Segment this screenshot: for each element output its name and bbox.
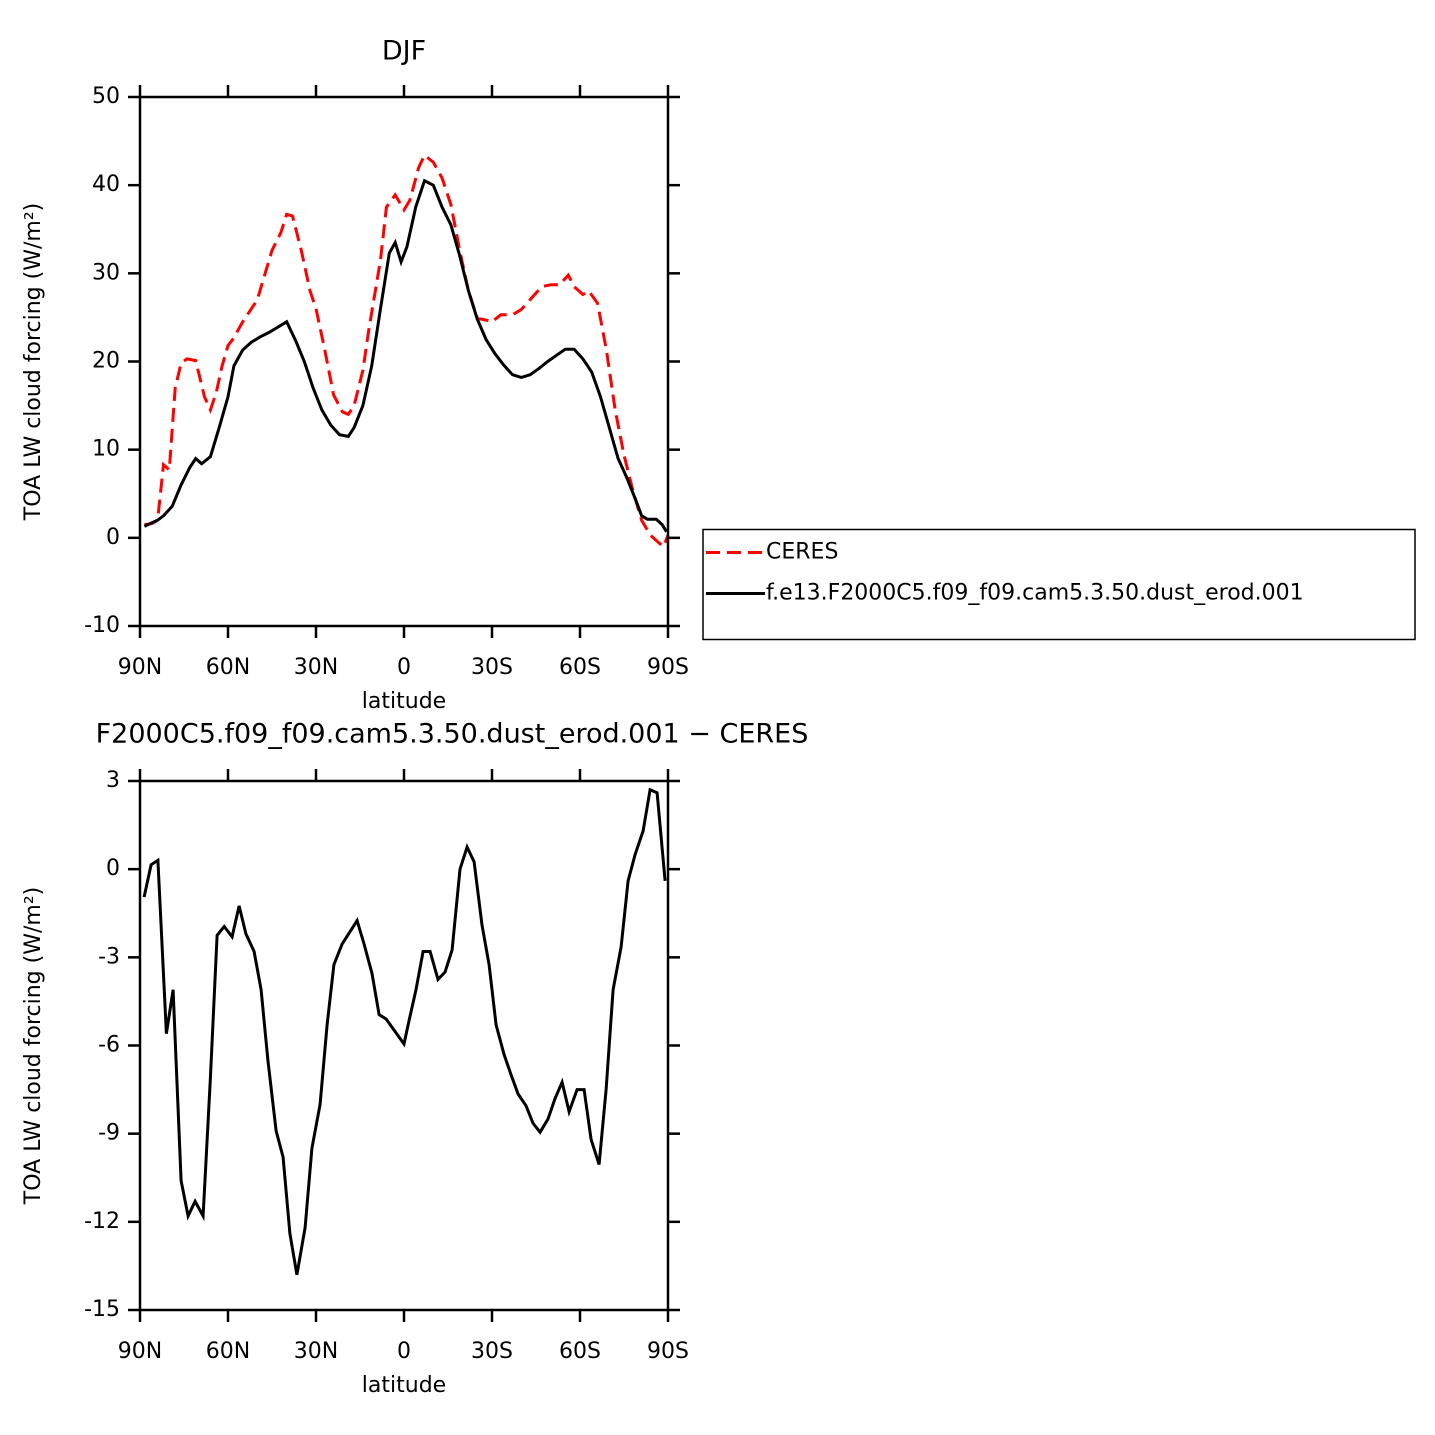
y-tick-label: -15: [84, 1297, 120, 1322]
y-tick-label: 10: [92, 437, 120, 462]
x-tick-label: 30S: [471, 1339, 513, 1364]
x-tick-label: 30N: [294, 655, 338, 680]
data-line: [143, 178, 668, 533]
plot-frame: [138, 779, 670, 1312]
x-tick-label: 90S: [647, 655, 689, 680]
x-axis-label: latitude: [362, 1373, 446, 1398]
x-tick-label: 0: [397, 655, 411, 680]
legend-label: CERES: [766, 540, 838, 565]
x-tick-label: 60N: [206, 1339, 250, 1364]
x-tick-label: 0: [397, 1339, 411, 1364]
x-tick-label: 90N: [118, 655, 162, 680]
y-tick-label: 0: [106, 856, 120, 881]
x-tick-label: 30S: [471, 655, 513, 680]
legend-label: f.e13.F2000C5.f09_f09.cam5.3.50.dust_ero…: [766, 581, 1304, 606]
y-tick-label: 30: [92, 260, 120, 285]
y-tick-label: 0: [106, 525, 120, 550]
x-axis-label: latitude: [362, 689, 446, 714]
y-tick-label: -12: [84, 1209, 120, 1234]
x-tick-label: 60N: [206, 655, 250, 680]
y-axis-label: TOA LW cloud forcing (W/m²): [21, 887, 46, 1205]
legend-box: [702, 528, 1416, 641]
y-tick-label: 50: [92, 84, 120, 109]
plot-frame: [138, 95, 670, 628]
chart-title: DJF: [382, 36, 426, 67]
data-line: [142, 787, 667, 1275]
y-tick-label: 40: [92, 172, 120, 197]
x-tick-label: 60S: [559, 655, 601, 680]
data-line: [144, 152, 670, 550]
x-tick-label: 30N: [294, 1339, 338, 1364]
y-axis-label: TOA LW cloud forcing (W/m²): [21, 203, 46, 521]
y-tick-label: -6: [98, 1033, 120, 1058]
chart-title: F2000C5.f09_f09.cam5.3.50.dust_erod.001 …: [96, 719, 809, 750]
y-tick-label: -9: [98, 1121, 120, 1146]
x-tick-label: 90N: [118, 1339, 162, 1364]
y-tick-label: -10: [84, 613, 120, 638]
legend: CERES f.e13.F2000C5.f09_f09.cam5.3.50.dus…: [702, 528, 1416, 641]
y-tick-label: 3: [106, 768, 120, 793]
x-tick-label: 90S: [647, 1339, 689, 1364]
y-tick-label: -3: [98, 944, 120, 969]
y-tick-label: 20: [92, 349, 120, 374]
x-tick-label: 60S: [559, 1339, 601, 1364]
